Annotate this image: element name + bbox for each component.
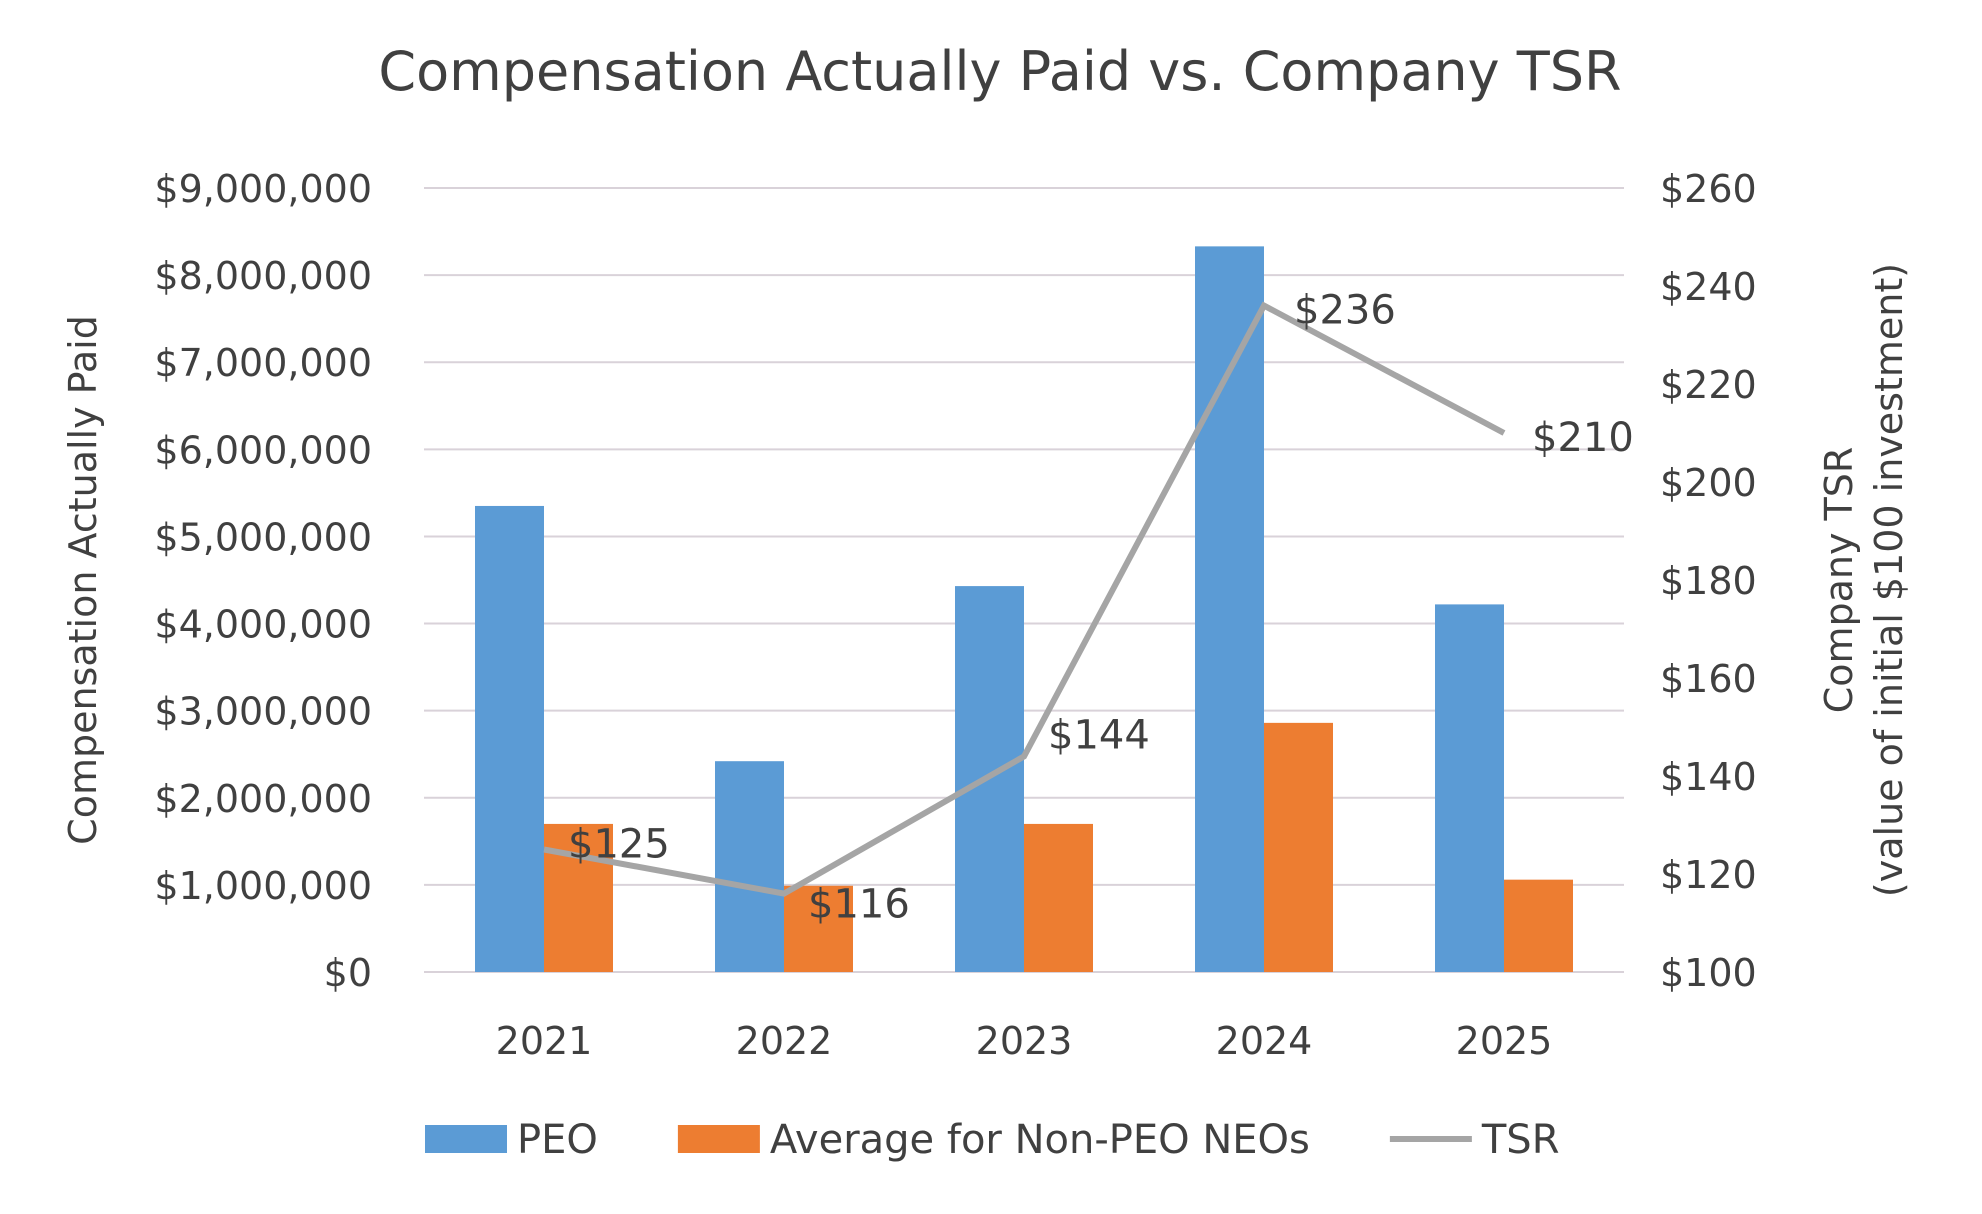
legend: PEO Average for Non-PEO NEOs TSR [425, 1117, 1560, 1163]
y2-tick-label: $120 [1660, 853, 1757, 897]
data-label: $116 [808, 882, 910, 928]
y-tick-label: $3,000,000 [154, 690, 372, 734]
y2-tick-label: $180 [1660, 559, 1757, 603]
legend-label: Average for Non-PEO NEOs [770, 1117, 1310, 1163]
y-tick-label: $4,000,000 [154, 603, 372, 647]
y2-tick-label: $200 [1660, 461, 1757, 505]
data-label: $125 [568, 822, 670, 868]
bar-average-for-non-peo-neos [1504, 879, 1573, 972]
legend-swatch [425, 1125, 507, 1153]
x-tick-label: 2022 [736, 1019, 833, 1063]
x-tick-label: 2025 [1456, 1019, 1553, 1063]
y-tick-label: $1,000,000 [154, 864, 372, 908]
bar-peo [1435, 604, 1504, 972]
y2-axis-label-line1: Company TSR [1817, 447, 1861, 714]
y2-tick-label: $100 [1660, 951, 1757, 995]
y2-axis-label-line2: (value of initial $100 investment) [1867, 263, 1911, 897]
x-tick-label: 2021 [496, 1019, 593, 1063]
y-tick-label: $6,000,000 [154, 428, 372, 472]
bar-average-for-non-peo-neos [1264, 722, 1333, 972]
bar-average-for-non-peo-neos [1024, 823, 1093, 972]
legend-swatch [677, 1125, 760, 1153]
bar-peo [1195, 246, 1264, 972]
y-tick-label: $0 [324, 951, 372, 995]
y2-tick-label: $220 [1660, 363, 1757, 407]
data-label: $210 [1532, 415, 1634, 461]
y-axis-label: Compensation Actually Paid [61, 315, 105, 845]
y-tick-label: $5,000,000 [154, 515, 372, 559]
y-tick-label: $8,000,000 [154, 254, 372, 298]
legend-label: PEO [517, 1117, 598, 1163]
bar-peo [475, 505, 544, 972]
data-label: $144 [1048, 712, 1150, 758]
x-tick-label: 2023 [976, 1019, 1073, 1063]
legend-label: TSR [1481, 1117, 1560, 1163]
y2-tick-label: $240 [1660, 265, 1757, 309]
y-tick-label: $7,000,000 [154, 341, 372, 385]
y2-tick-label: $260 [1660, 167, 1757, 211]
y2-tick-label: $160 [1660, 657, 1757, 701]
y-tick-label: $9,000,000 [154, 167, 372, 211]
chart-title: Compensation Actually Paid vs. Company T… [378, 40, 1621, 103]
data-label: $236 [1294, 288, 1396, 334]
bar-average-for-non-peo-neos [784, 885, 853, 972]
bar-peo [715, 761, 784, 972]
x-tick-label: 2024 [1216, 1019, 1313, 1063]
tsr-line-path [543, 301, 1506, 897]
y2-tick-label: $140 [1660, 755, 1757, 799]
y-tick-label: $2,000,000 [154, 777, 372, 821]
x-axis-ticks: 2021 2022 2023 2024 2025 [496, 1019, 1553, 1063]
y-axis-ticks: $0 $1,000,000 $2,000,000 $3,000,000 $4,000,0… [154, 167, 372, 995]
y2-axis-ticks: $100 $120 $140 $160 $180 $200 $220 $240 $260 [1660, 167, 1757, 995]
tsr-line: $125 $116 $144 $236 $210 [543, 288, 1634, 928]
